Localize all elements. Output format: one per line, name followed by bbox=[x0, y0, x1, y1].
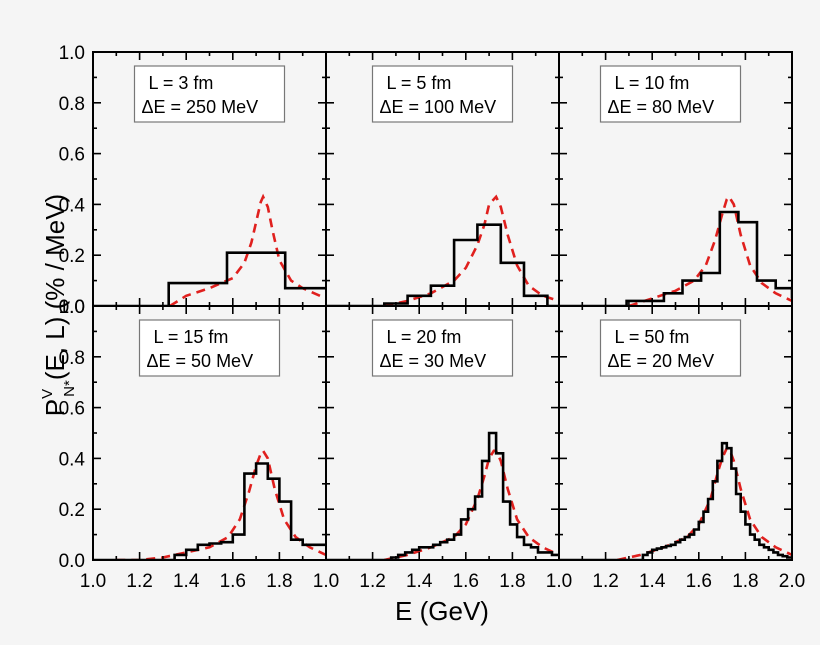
y-tick-label: 0.4 bbox=[59, 449, 86, 470]
panel-4: L = 15 fm ΔE = 50 MeV bbox=[93, 319, 326, 560]
x-tick-label: 1.4 bbox=[639, 571, 666, 592]
y-axis-title-sub: N* bbox=[61, 380, 78, 397]
panel-5: L = 20 fm ΔE = 30 MeV bbox=[326, 319, 559, 560]
label-box-bg bbox=[133, 65, 286, 123]
y-axis-title-sup: V bbox=[39, 389, 56, 399]
label-box-bg bbox=[138, 319, 281, 377]
histogram-line-panel-2 bbox=[326, 223, 559, 306]
x-tick-label: 1.4 bbox=[173, 571, 200, 592]
y-axis-title: PV N*(E, L) (% / MeV) bbox=[39, 194, 78, 416]
panel-label-box: L = 50 fm ΔE = 20 MeV bbox=[599, 319, 742, 377]
tick-labels: 0.00.20.40.60.81.00.00.20.40.60.81.01.0 1… bbox=[59, 43, 806, 592]
y-tick-label: 0.0 bbox=[59, 551, 85, 572]
x-tick-label: 1.8 bbox=[732, 571, 758, 592]
histogram-line-panel-4 bbox=[93, 462, 326, 560]
y-tick-label: 0.0 bbox=[59, 297, 85, 318]
y-tick-label: 1.0 bbox=[59, 43, 85, 64]
x-axis-title: E (GeV) bbox=[395, 596, 489, 626]
histogram-line-panel-5 bbox=[326, 431, 559, 560]
svg-text:PVN*(E, L) (% / MeV): PV N*(E, L) (% / MeV) bbox=[39, 194, 78, 416]
x-tick-label: 1.6 bbox=[453, 571, 479, 592]
label-L: L = 10 fm bbox=[615, 73, 690, 93]
y-tick-label: 1.0 bbox=[59, 297, 85, 318]
x-tick-label: 1.4 bbox=[406, 571, 433, 592]
x-tick-label: 2.0 bbox=[779, 571, 805, 592]
label-L: L = 15 fm bbox=[154, 327, 229, 347]
x-tick-label: 1.8 bbox=[266, 571, 292, 592]
panel-label-box: L = 5 fm ΔE = 100 MeV bbox=[371, 65, 514, 123]
panel-label-box: L = 10 fm ΔE = 80 MeV bbox=[599, 65, 742, 123]
panel-1: L = 3 fm ΔE = 250 MeV bbox=[93, 65, 326, 306]
x-tick-label: 1.2 bbox=[359, 571, 385, 592]
panel-label-box: L = 3 fm ΔE = 250 MeV bbox=[133, 65, 286, 123]
y-tick-label: 0.8 bbox=[59, 94, 85, 115]
label-dE: ΔE = 80 MeV bbox=[608, 97, 715, 117]
label-dE: ΔE = 100 MeV bbox=[380, 97, 497, 117]
label-L: L = 50 fm bbox=[615, 327, 690, 347]
frames bbox=[92, 51, 793, 561]
x-tick-label: 1.6 bbox=[220, 571, 246, 592]
y-tick-label: 0.6 bbox=[59, 145, 85, 166]
y-axis-title-main: P bbox=[40, 399, 70, 416]
curve-line-panel-6 bbox=[617, 446, 792, 560]
panel-2: L = 5 fm ΔE = 100 MeV bbox=[326, 65, 559, 306]
label-box-bg bbox=[599, 65, 742, 123]
y-tick-label: 0.8 bbox=[59, 348, 85, 369]
x-tick-label: 1.0 bbox=[80, 571, 106, 592]
panels: L = 3 fm ΔE = 250 MeV L = 5 fm ΔE = 100 MeV… bbox=[93, 65, 792, 560]
curve-line-panel-3 bbox=[628, 194, 792, 306]
panel-6: L = 50 fm ΔE = 20 MeV bbox=[559, 319, 792, 560]
x-tick-label: 1.8 bbox=[499, 571, 525, 592]
panel-3: L = 10 fm ΔE = 80 MeV bbox=[559, 65, 792, 306]
label-box-bg bbox=[371, 319, 514, 377]
label-dE: ΔE = 50 MeV bbox=[147, 351, 254, 371]
x-tick-label: 1.2 bbox=[126, 571, 152, 592]
label-L: L = 20 fm bbox=[387, 327, 462, 347]
x-tick-label: 1.0 bbox=[546, 571, 572, 592]
label-box-bg bbox=[599, 319, 742, 377]
label-box-bg bbox=[371, 65, 514, 123]
histogram-line-panel-3 bbox=[559, 210, 792, 306]
label-dE: ΔE = 20 MeV bbox=[608, 351, 715, 371]
histogram-line-panel-1 bbox=[93, 251, 326, 306]
x-tick-label: 1.6 bbox=[686, 571, 712, 592]
curve-line-panel-2 bbox=[384, 194, 559, 306]
label-L: L = 5 fm bbox=[387, 73, 452, 93]
curve-line-panel-5 bbox=[384, 449, 559, 560]
histogram-line-panel-6 bbox=[559, 441, 792, 560]
curve-line-panel-1 bbox=[169, 193, 326, 306]
x-tick-label: 1.2 bbox=[592, 571, 618, 592]
y-tick-label: 0.6 bbox=[59, 399, 85, 420]
label-dE: ΔE = 250 MeV bbox=[142, 97, 259, 117]
label-L: L = 3 fm bbox=[149, 73, 214, 93]
y-tick-label: 0.2 bbox=[59, 500, 85, 521]
y-tick-label: 0.4 bbox=[59, 195, 86, 216]
panel-label-box: L = 15 fm ΔE = 50 MeV bbox=[138, 319, 281, 377]
y-tick-label: 0.2 bbox=[59, 246, 85, 267]
y-axis-title-tail: (E, L) (% / MeV) bbox=[40, 194, 70, 380]
label-dE: ΔE = 30 MeV bbox=[380, 351, 487, 371]
panel-label-box: L = 20 fm ΔE = 30 MeV bbox=[371, 319, 514, 377]
x-tick-label: 1.0 bbox=[313, 571, 339, 592]
